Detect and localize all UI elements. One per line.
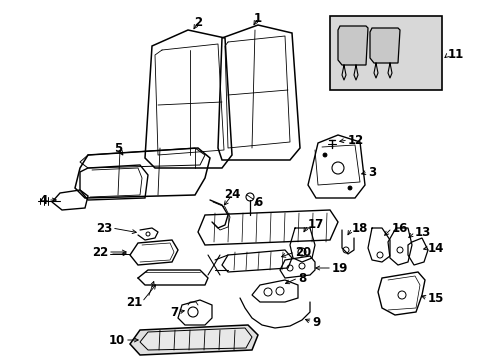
Text: 3: 3: [367, 166, 375, 179]
Text: 14: 14: [427, 242, 444, 255]
Text: 23: 23: [96, 221, 112, 234]
Circle shape: [323, 153, 326, 157]
Bar: [329, 16, 441, 90]
Text: 1: 1: [253, 12, 262, 24]
Text: 18: 18: [351, 221, 367, 234]
Text: 16: 16: [391, 221, 407, 234]
Text: 4: 4: [40, 194, 48, 207]
Text: 20: 20: [294, 246, 311, 258]
Text: 22: 22: [92, 246, 108, 258]
Text: 17: 17: [307, 219, 324, 231]
Text: 9: 9: [311, 315, 320, 328]
Text: 10: 10: [108, 333, 125, 346]
Text: 21: 21: [125, 296, 142, 309]
Text: 19: 19: [331, 261, 347, 274]
Circle shape: [347, 186, 351, 190]
Polygon shape: [140, 328, 251, 350]
Text: 6: 6: [253, 195, 262, 208]
Text: 12: 12: [347, 134, 364, 147]
Polygon shape: [130, 325, 258, 355]
Text: 13: 13: [414, 225, 430, 238]
Text: 11: 11: [447, 49, 463, 62]
Text: 8: 8: [297, 271, 305, 284]
Polygon shape: [337, 26, 367, 65]
Text: 2: 2: [194, 15, 202, 28]
Text: 7: 7: [169, 306, 178, 319]
Polygon shape: [369, 28, 399, 63]
Text: 24: 24: [224, 189, 240, 202]
Text: 5: 5: [114, 141, 122, 154]
Text: 15: 15: [427, 292, 444, 305]
